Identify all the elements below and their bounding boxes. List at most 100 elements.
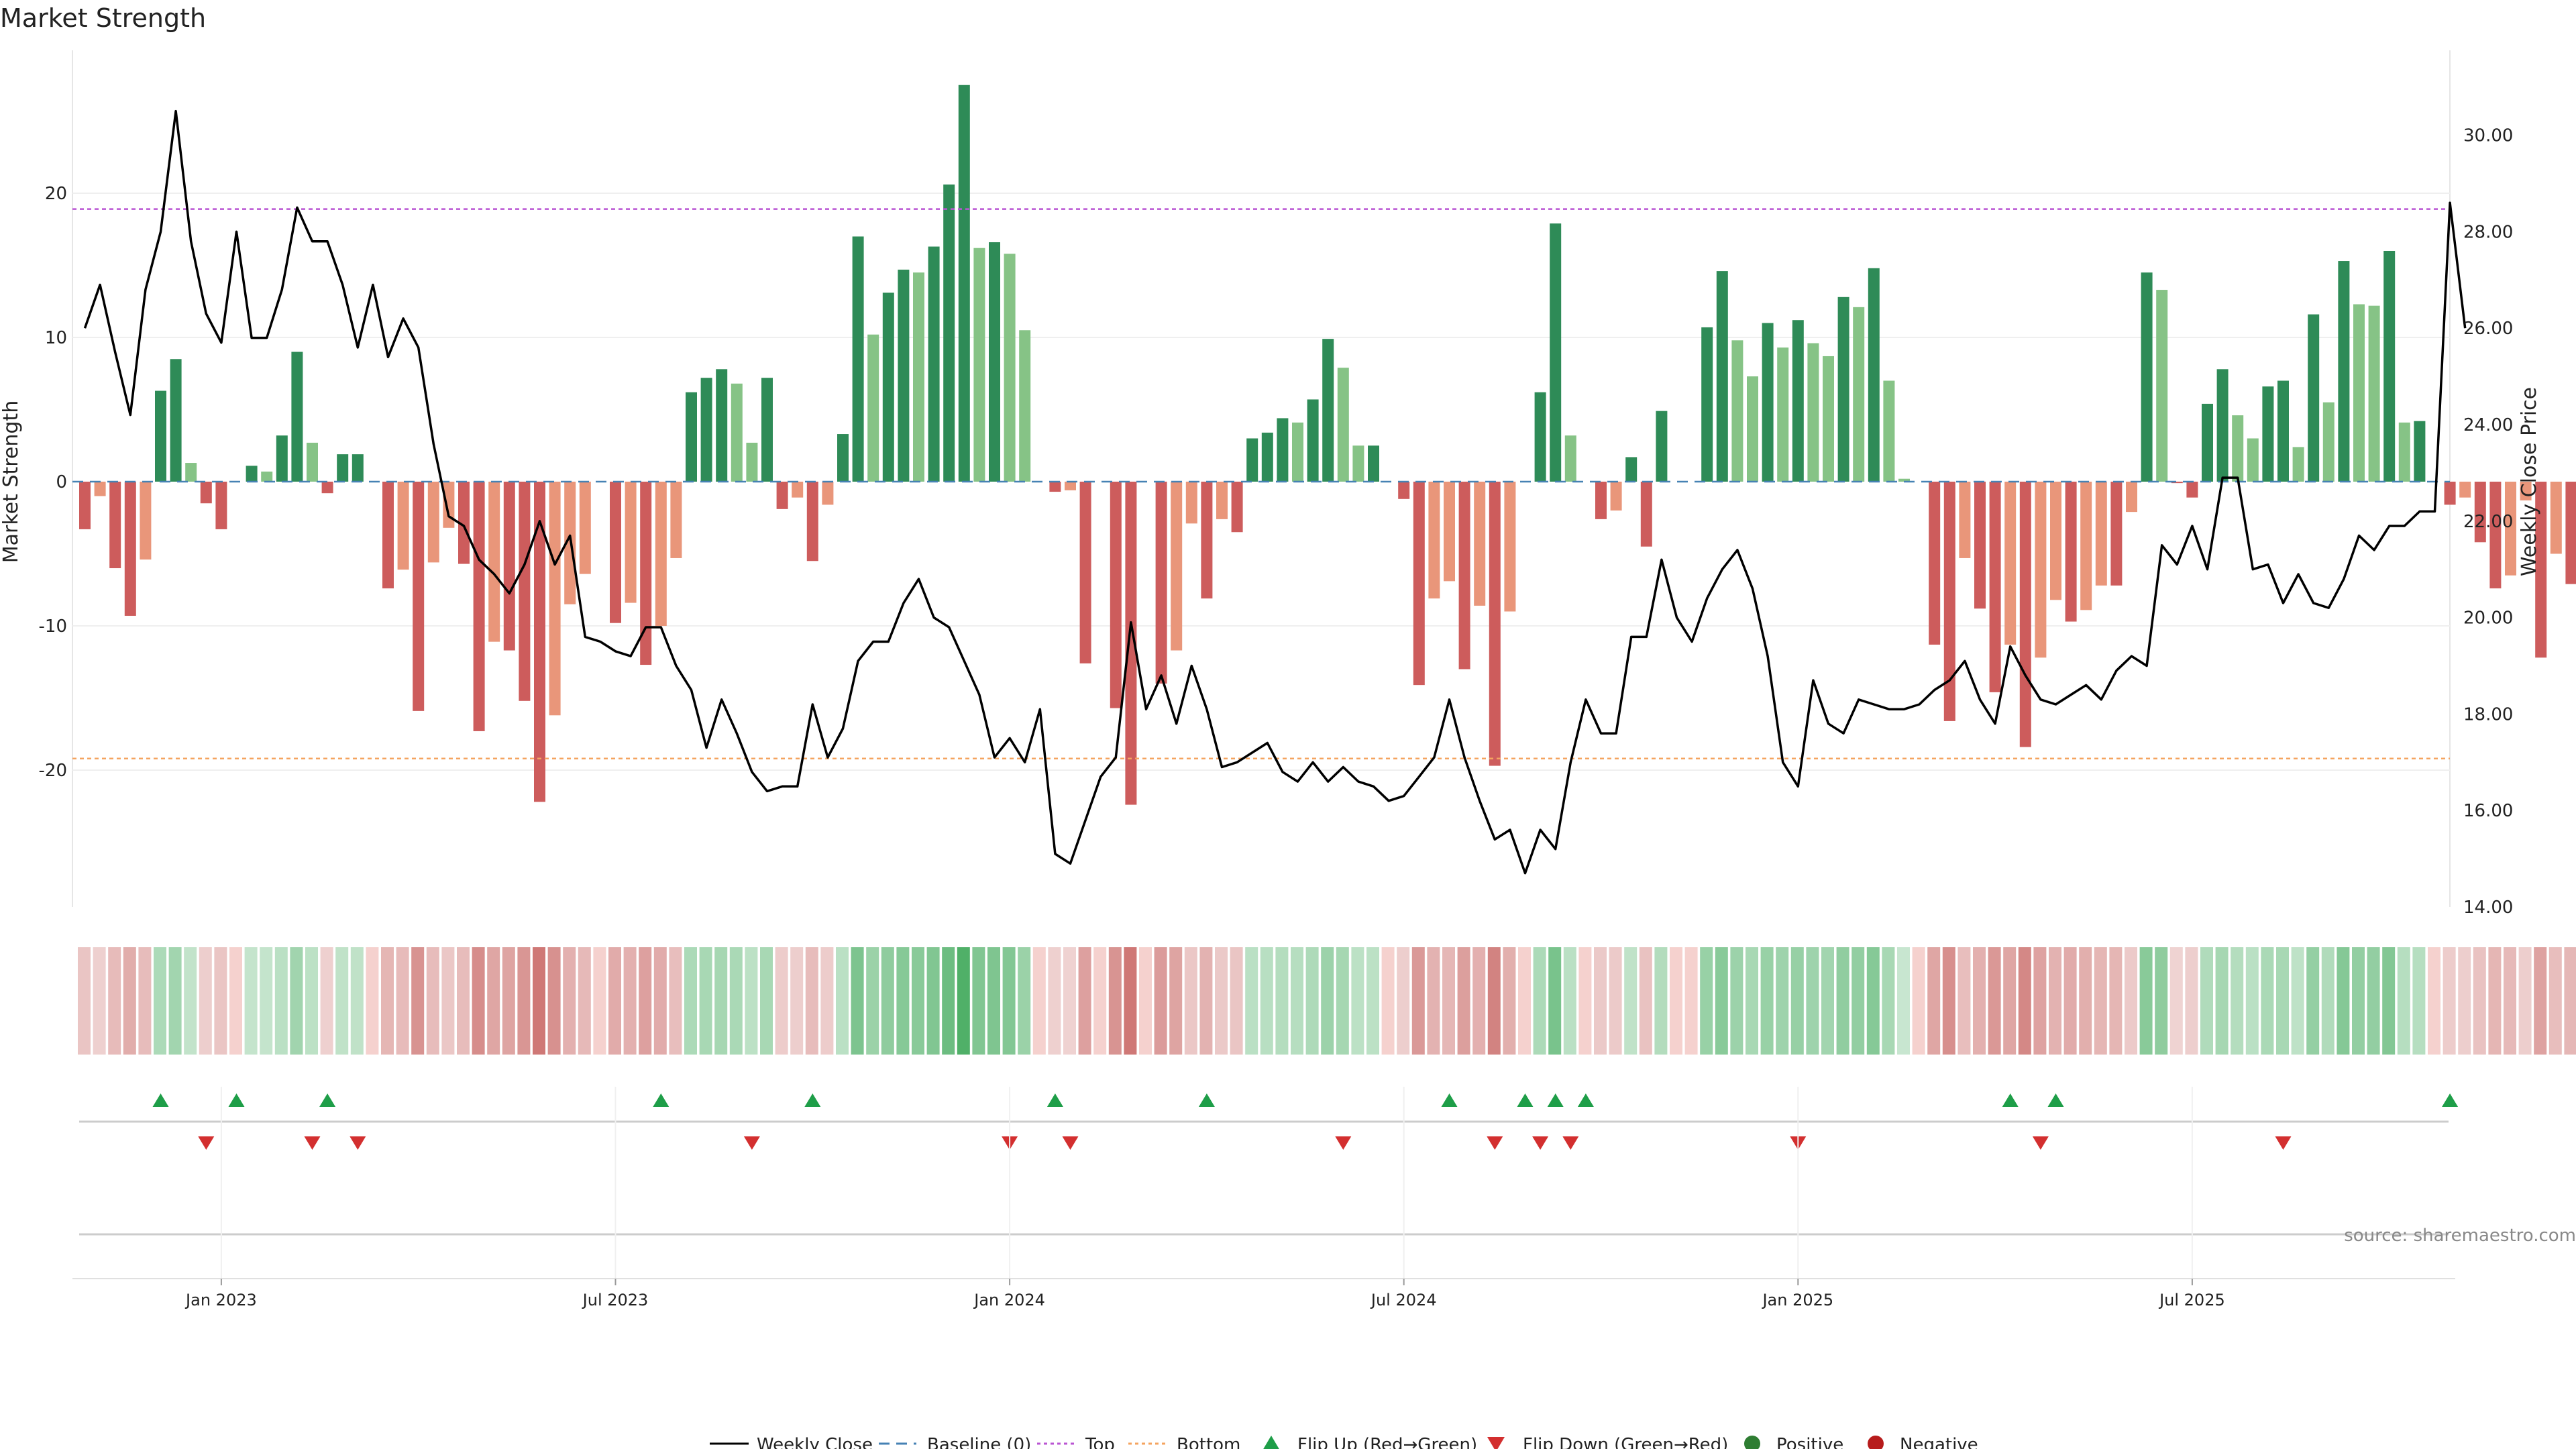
heat-cell-115 bbox=[1821, 947, 1834, 1055]
heat-cell-43 bbox=[729, 947, 743, 1055]
heat-cell-162 bbox=[2534, 947, 2547, 1055]
strength-bar-120 bbox=[1898, 478, 1910, 482]
heat-cell-119 bbox=[1882, 947, 1895, 1055]
heat-cell-62 bbox=[1018, 947, 1031, 1055]
heat-cell-40 bbox=[684, 947, 697, 1055]
strength-bar-75 bbox=[1216, 482, 1228, 519]
strength-bar-28 bbox=[503, 482, 515, 651]
heat-cell-1 bbox=[93, 947, 106, 1055]
strength-bar-17 bbox=[337, 454, 349, 482]
right-tick-label-7: 16.00 bbox=[2463, 801, 2513, 821]
strength-bar-145 bbox=[2277, 380, 2289, 482]
legend: Weekly Close Baseline (0) Top Bottom Fli… bbox=[710, 1435, 1978, 1449]
right-tick-label-8: 14.00 bbox=[2463, 898, 2513, 918]
heat-cell-87 bbox=[1397, 947, 1410, 1055]
heat-cell-56 bbox=[926, 947, 940, 1055]
left-tick-label-0: 20 bbox=[45, 184, 67, 204]
x-tick-label-5: Jul 2025 bbox=[2158, 1291, 2225, 1309]
reference-lines bbox=[72, 208, 2450, 760]
heat-cell-57 bbox=[942, 947, 955, 1055]
strength-bar-69 bbox=[1125, 482, 1137, 805]
strength-bar-49 bbox=[822, 482, 834, 505]
strength-bar-20 bbox=[382, 482, 394, 589]
heat-cell-25 bbox=[457, 947, 470, 1055]
strength-bar-115 bbox=[1823, 356, 1834, 482]
heat-cell-121 bbox=[1912, 947, 1925, 1055]
heat-cell-122 bbox=[1927, 947, 1941, 1055]
legend-weekly-close-label: Weekly Close bbox=[757, 1435, 873, 1449]
strength-bar-40 bbox=[686, 392, 697, 482]
heat-cell-146 bbox=[2291, 947, 2304, 1055]
strength-bar-48 bbox=[806, 482, 818, 561]
strength-bar-38 bbox=[655, 482, 667, 626]
strength-bar-94 bbox=[1504, 482, 1516, 612]
heat-cell-124 bbox=[1957, 947, 1971, 1055]
legend-flip-up-icon bbox=[1263, 1436, 1279, 1449]
strength-bar-142 bbox=[2232, 415, 2244, 482]
strength-bar-90 bbox=[1444, 482, 1455, 582]
strength-bar-163 bbox=[2550, 482, 2562, 554]
chart-title: Market Strength bbox=[0, 3, 206, 33]
heat-cell-155 bbox=[2428, 947, 2440, 1055]
strength-bar-89 bbox=[1428, 482, 1440, 599]
heat-cell-153 bbox=[2397, 947, 2410, 1055]
strength-bar-117 bbox=[1853, 307, 1865, 482]
heat-cell-157 bbox=[2458, 947, 2471, 1055]
flip-up-marker-13 bbox=[2442, 1093, 2459, 1107]
heat-cell-45 bbox=[760, 947, 773, 1055]
heat-cell-76 bbox=[1230, 947, 1243, 1055]
strength-bar-119 bbox=[1883, 380, 1895, 482]
heat-cell-27 bbox=[487, 947, 500, 1055]
legend-positive-label: Positive bbox=[1776, 1435, 1843, 1449]
strength-bar-158 bbox=[2474, 482, 2486, 543]
strength-bar-126 bbox=[1989, 482, 2001, 692]
strength-bar-3 bbox=[124, 482, 136, 616]
heat-cell-82 bbox=[1321, 947, 1334, 1055]
strength-bar-82 bbox=[1322, 339, 1334, 482]
heat-cell-22 bbox=[411, 947, 425, 1055]
heat-cell-28 bbox=[502, 947, 515, 1055]
heat-cell-32 bbox=[563, 947, 576, 1055]
heat-cell-105 bbox=[1670, 947, 1682, 1055]
heat-cell-42 bbox=[714, 947, 728, 1055]
strength-bar-14 bbox=[291, 352, 303, 482]
left-tick-label-2: 0 bbox=[56, 472, 67, 492]
strength-bar-78 bbox=[1261, 432, 1273, 482]
heat-cell-135 bbox=[2125, 947, 2137, 1055]
heat-cell-131 bbox=[2063, 947, 2077, 1055]
heat-cell-104 bbox=[1654, 947, 1668, 1055]
heat-cell-111 bbox=[1760, 947, 1774, 1055]
right-axis-label: Weekly Close Price bbox=[2518, 387, 2541, 576]
heat-cell-85 bbox=[1366, 947, 1379, 1055]
heat-cell-41 bbox=[699, 947, 712, 1055]
heat-cell-152 bbox=[2382, 947, 2396, 1055]
flip-up-marker-0 bbox=[152, 1093, 169, 1107]
left-tick-label-1: 10 bbox=[45, 328, 67, 348]
flip-up-marker-11 bbox=[2002, 1093, 2019, 1107]
strength-bar-113 bbox=[1792, 320, 1804, 482]
strength-bar-59 bbox=[973, 248, 985, 482]
strength-bar-154 bbox=[2414, 421, 2426, 482]
strength-bar-22 bbox=[413, 482, 425, 711]
strength-bar-47 bbox=[792, 482, 804, 498]
flip-up-marker-3 bbox=[653, 1093, 669, 1107]
strength-bar-116 bbox=[1837, 297, 1849, 482]
heat-cell-2 bbox=[108, 947, 121, 1055]
strength-bar-73 bbox=[1185, 482, 1197, 524]
strength-bar-55 bbox=[913, 272, 924, 482]
heat-cell-64 bbox=[1048, 947, 1061, 1055]
flip-up-marker-12 bbox=[2047, 1093, 2064, 1107]
strength-bar-61 bbox=[1004, 254, 1016, 482]
strength-bar-93 bbox=[1489, 482, 1501, 766]
strength-bar-153 bbox=[2398, 422, 2410, 482]
heat-cell-18 bbox=[350, 947, 364, 1055]
strength-bar-81 bbox=[1307, 399, 1319, 482]
source-note: source: sharemaestro.com bbox=[2344, 1226, 2576, 1246]
heat-cell-143 bbox=[2245, 947, 2259, 1055]
strength-bar-102 bbox=[1625, 457, 1638, 482]
heat-cell-94 bbox=[1503, 947, 1516, 1055]
heat-cell-11 bbox=[244, 947, 258, 1055]
strength-bar-125 bbox=[1974, 482, 1986, 609]
right-tick-label-2: 26.00 bbox=[2463, 319, 2513, 339]
